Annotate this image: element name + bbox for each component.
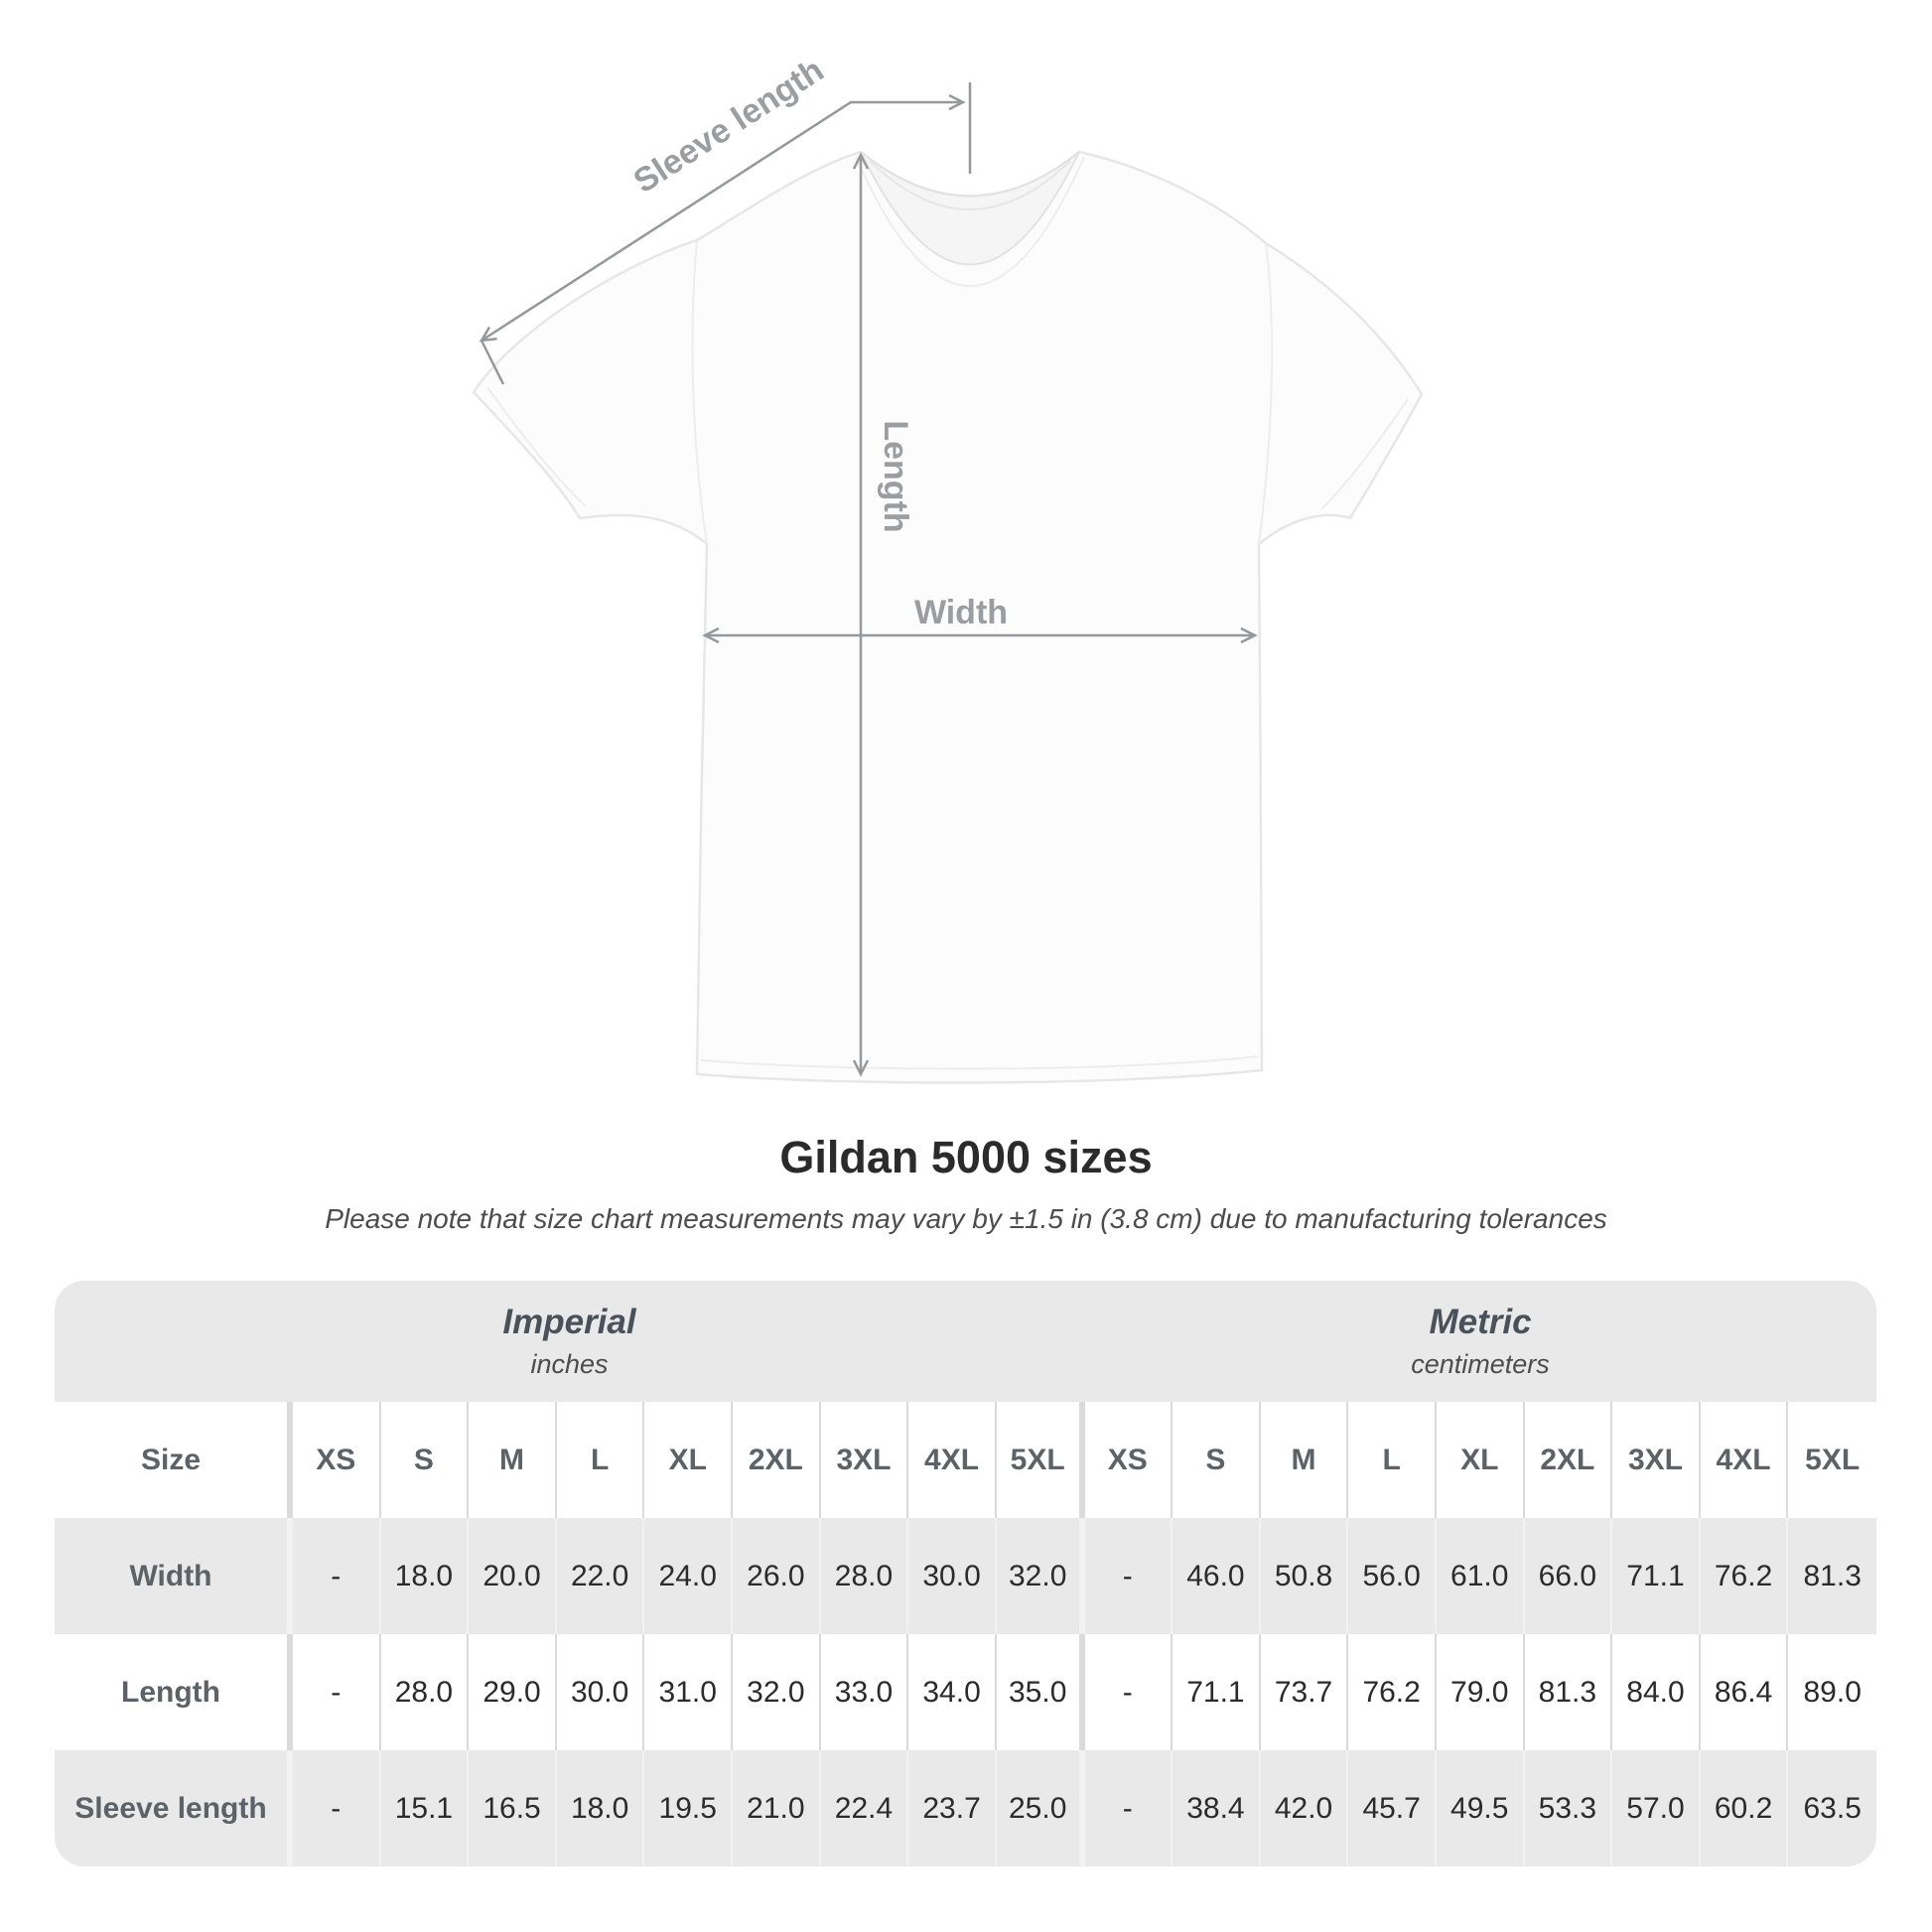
length-metric-3xl: 84.0	[1612, 1634, 1701, 1750]
width-metric-l: 56.0	[1348, 1518, 1437, 1634]
width-imperial-3xl: 28.0	[820, 1518, 909, 1634]
width-imperial-5xl: 32.0	[996, 1518, 1085, 1634]
sleeve-length-imperial-m: 16.5	[469, 1750, 557, 1866]
length-metric-4xl: 86.4	[1700, 1634, 1789, 1750]
imperial-size-header-l: L	[556, 1402, 645, 1518]
imperial-unit: inches	[530, 1349, 609, 1379]
tshirt-silhouette	[472, 150, 1424, 1084]
length-label: Length	[877, 420, 914, 532]
length-metric-xl: 79.0	[1436, 1634, 1525, 1750]
imperial-header: Imperial inches	[55, 1281, 1084, 1402]
sleeve-length-imperial-4xl: 23.7	[908, 1750, 997, 1866]
length-metric-m: 73.7	[1260, 1634, 1349, 1750]
length-imperial-l: 30.0	[556, 1634, 645, 1750]
tshirt-measurement-diagram: Sleeve length Length Width	[357, 50, 1449, 1122]
units-header: Imperial inches Metric centimeters	[55, 1281, 1876, 1402]
length-imperial-4xl: 34.0	[908, 1634, 997, 1750]
length-metric-xs: -	[1084, 1634, 1173, 1750]
imperial-size-header-xs: XS	[293, 1402, 381, 1518]
sleeve-length-imperial-5xl: 25.0	[996, 1750, 1085, 1866]
shirt-seams	[486, 239, 1409, 1070]
length-imperial-5xl: 35.0	[996, 1634, 1085, 1750]
size-grid: Size XS S M L XL 2XL 3XL 4XL 5XL XS S M L XL 2XL 3XL 4XL 5…	[55, 1402, 1876, 1866]
sleeve-length-imperial-3xl: 22.4	[820, 1750, 909, 1866]
sleeve-length-metric-2xl: 53.3	[1524, 1750, 1613, 1866]
sleeve-length-metric-4xl: 60.2	[1700, 1750, 1789, 1866]
row-label-sleeve-length: Sleeve length	[55, 1750, 293, 1866]
sleeve-length-metric-3xl: 57.0	[1612, 1750, 1701, 1866]
sleeve-length-imperial-xl: 19.5	[644, 1750, 734, 1866]
width-metric-m: 50.8	[1260, 1518, 1349, 1634]
sleeve-length-metric-xs: -	[1084, 1750, 1173, 1866]
sleeve-length-metric-xl: 49.5	[1436, 1750, 1525, 1866]
length-imperial-m: 29.0	[469, 1634, 557, 1750]
width-imperial-2xl: 26.0	[733, 1518, 821, 1634]
imperial-title: Imperial	[502, 1303, 636, 1341]
sleeve-length-arrow	[479, 93, 966, 343]
metric-size-header-5xl: 5XL	[1788, 1402, 1876, 1518]
metric-size-header-s: S	[1173, 1402, 1261, 1518]
length-imperial-xl: 31.0	[644, 1634, 734, 1750]
length-metric-2xl: 81.3	[1524, 1634, 1613, 1750]
imperial-size-header-xl: XL	[644, 1402, 734, 1518]
width-metric-3xl: 71.1	[1612, 1518, 1701, 1634]
sleeve-length-metric-m: 42.0	[1260, 1750, 1349, 1866]
sleeve-length-leader	[480, 340, 505, 385]
sleeve-length-metric-s: 38.4	[1173, 1750, 1261, 1866]
metric-size-header-xl: XL	[1436, 1402, 1525, 1518]
row-label-length: Length	[55, 1634, 293, 1750]
imperial-size-header-s: S	[380, 1402, 470, 1518]
imperial-size-header-4xl: 4XL	[908, 1402, 997, 1518]
width-imperial-s: 18.0	[380, 1518, 470, 1634]
width-imperial-l: 22.0	[556, 1518, 645, 1634]
length-imperial-xs: -	[293, 1634, 381, 1750]
row-label-width: Width	[55, 1518, 293, 1634]
width-metric-xl: 61.0	[1436, 1518, 1525, 1634]
metric-size-header-3xl: 3XL	[1612, 1402, 1701, 1518]
width-metric-s: 46.0	[1173, 1518, 1261, 1634]
metric-size-header-l: L	[1348, 1402, 1437, 1518]
width-metric-2xl: 66.0	[1524, 1518, 1613, 1634]
width-imperial-xs: -	[293, 1518, 381, 1634]
width-label: Width	[914, 594, 1008, 631]
tshirt-svg: Sleeve length Length Width	[472, 51, 1424, 1084]
length-metric-l: 76.2	[1348, 1634, 1437, 1750]
length-metric-5xl: 89.0	[1788, 1634, 1876, 1750]
dimension-lines	[479, 82, 1258, 1077]
sleeve-length-imperial-xs: -	[293, 1750, 381, 1866]
width-imperial-xl: 24.0	[644, 1518, 734, 1634]
sleeve-length-imperial-2xl: 21.0	[733, 1750, 821, 1866]
imperial-size-header-5xl: 5XL	[996, 1402, 1085, 1518]
page-title: Gildan 5000 sizes	[779, 1132, 1153, 1182]
sleeve-length-metric-l: 45.7	[1348, 1750, 1437, 1866]
imperial-size-header-2xl: 2XL	[733, 1402, 821, 1518]
metric-unit: centimeters	[1411, 1349, 1550, 1379]
metric-header: Metric centimeters	[1084, 1281, 1876, 1402]
sleeve-length-imperial-s: 15.1	[380, 1750, 470, 1866]
metric-title: Metric	[1429, 1303, 1532, 1341]
tolerance-note: Please note that size chart measurements…	[325, 1203, 1607, 1234]
width-imperial-4xl: 30.0	[908, 1518, 997, 1634]
length-imperial-2xl: 32.0	[733, 1634, 821, 1750]
length-imperial-3xl: 33.0	[820, 1634, 909, 1750]
length-metric-s: 71.1	[1173, 1634, 1261, 1750]
width-imperial-m: 20.0	[469, 1518, 557, 1634]
width-metric-xs: -	[1084, 1518, 1173, 1634]
sleeve-length-metric-5xl: 63.5	[1788, 1750, 1876, 1866]
metric-size-header-m: M	[1260, 1402, 1349, 1518]
sleeve-length-imperial-l: 18.0	[556, 1750, 645, 1866]
metric-size-header-xs: XS	[1084, 1402, 1173, 1518]
imperial-size-header-m: M	[469, 1402, 557, 1518]
width-metric-5xl: 81.3	[1788, 1518, 1876, 1634]
imperial-size-header-3xl: 3XL	[820, 1402, 909, 1518]
metric-size-header-2xl: 2XL	[1524, 1402, 1613, 1518]
width-metric-4xl: 76.2	[1700, 1518, 1789, 1634]
size-column-header: Size	[55, 1402, 293, 1518]
length-imperial-s: 28.0	[380, 1634, 470, 1750]
size-table: Imperial inches Metric centimeters Size X…	[55, 1281, 1876, 1866]
metric-size-header-4xl: 4XL	[1700, 1402, 1789, 1518]
